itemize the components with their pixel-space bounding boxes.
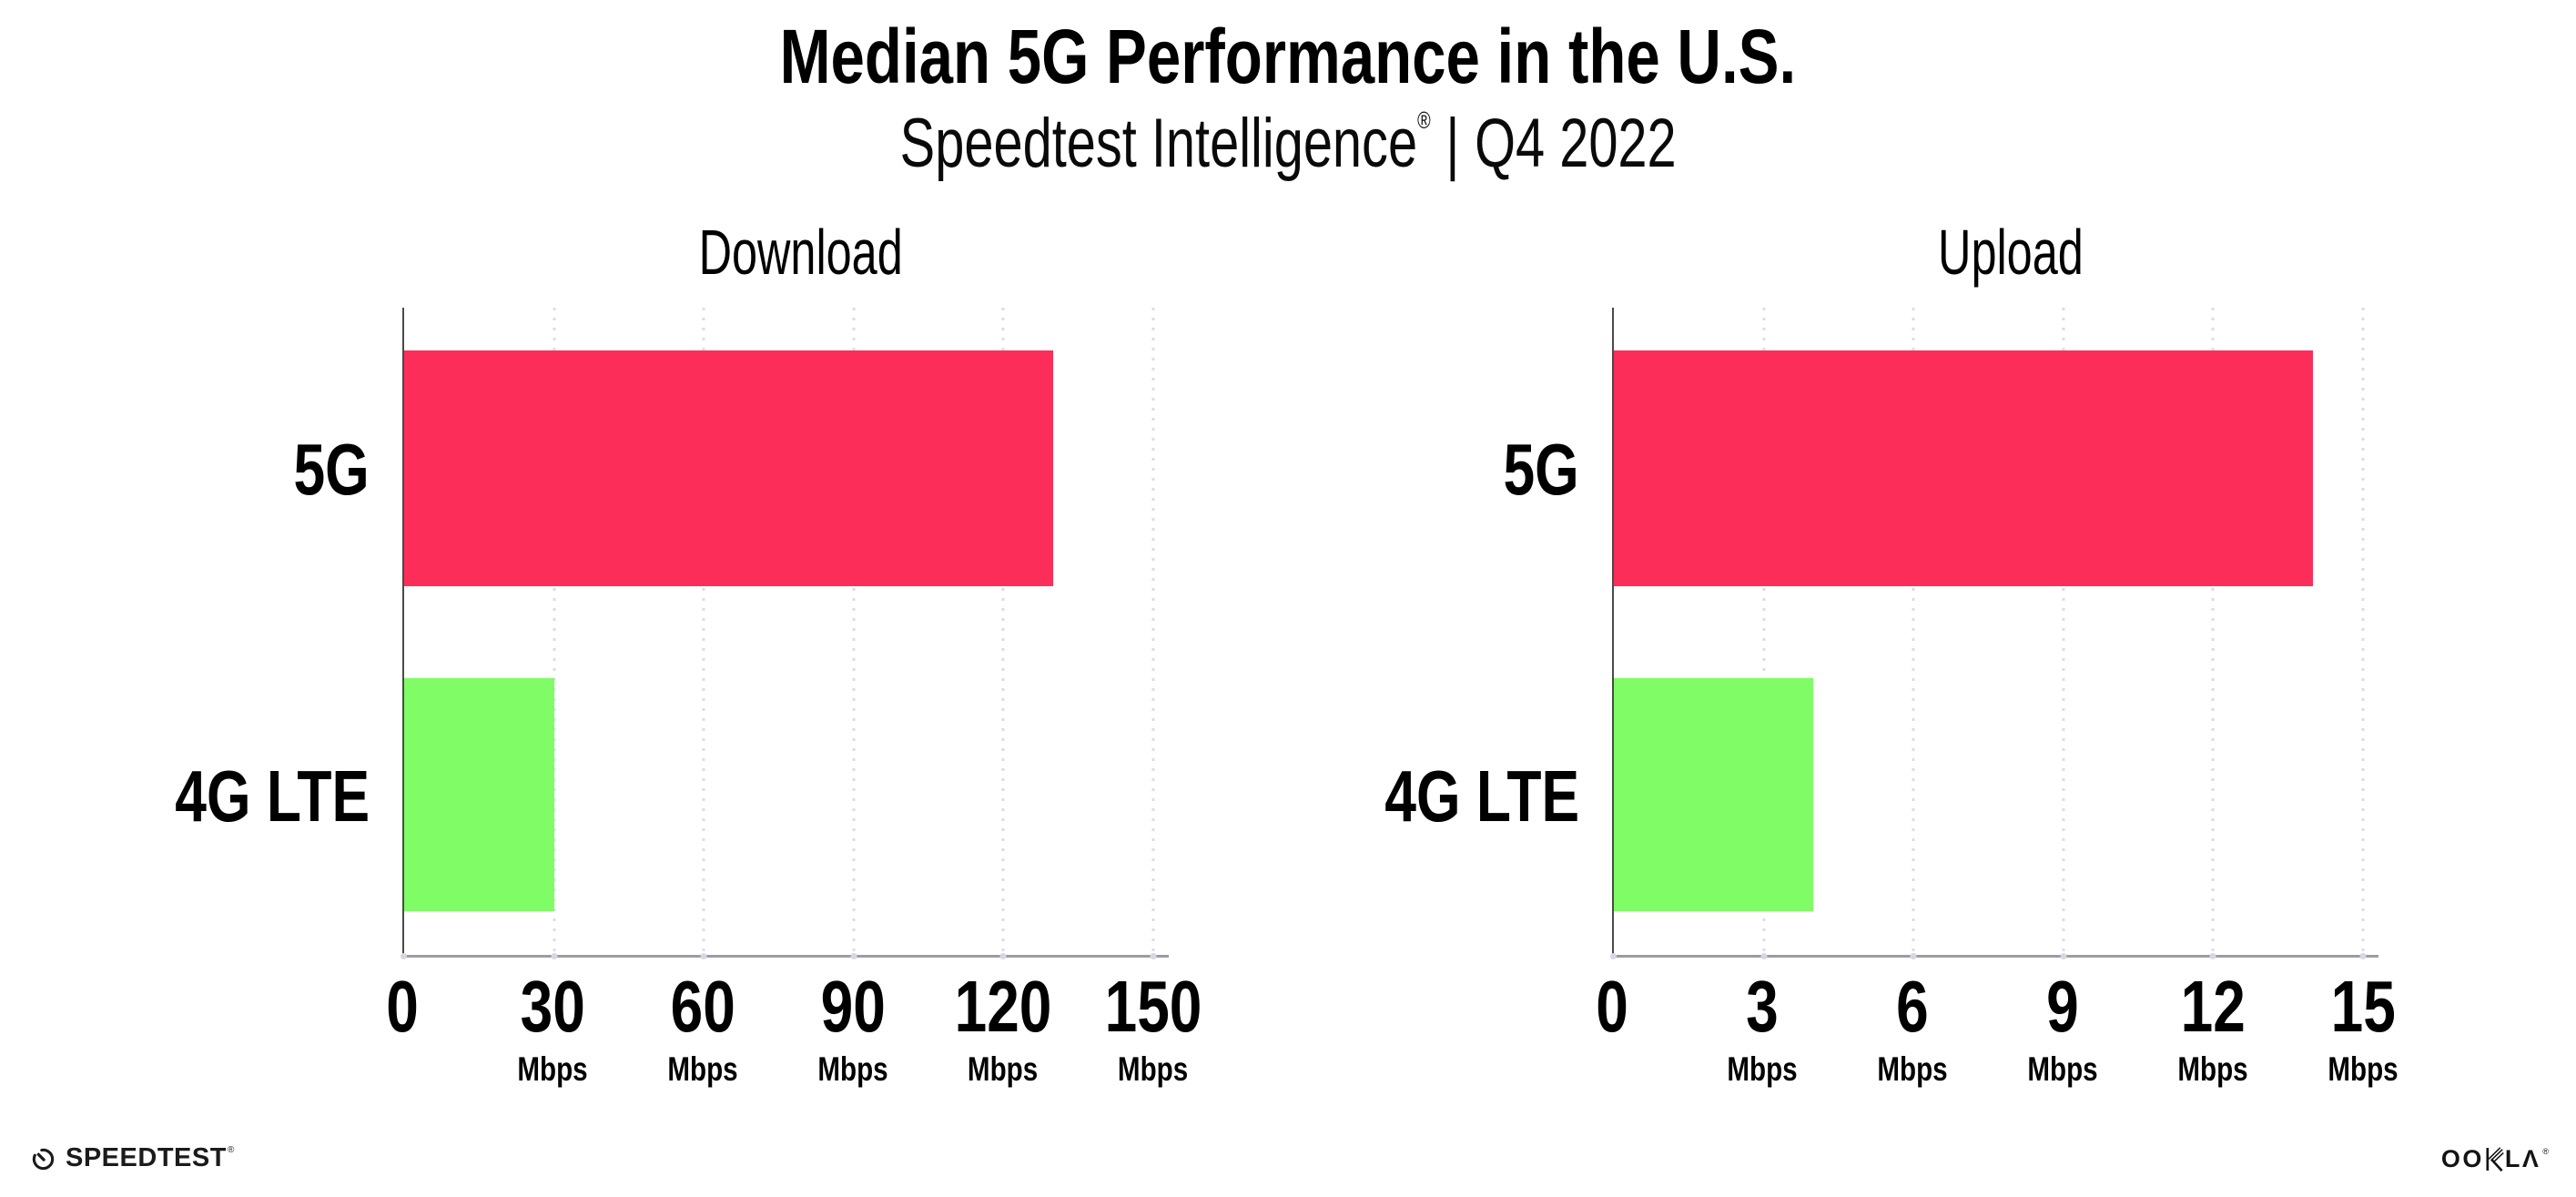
x-tick-label: 150 Mbps xyxy=(1104,966,1202,1088)
x-tick-label: 0 xyxy=(1596,966,1628,1047)
ookla-k-icon xyxy=(2486,1147,2504,1172)
bar-5g xyxy=(1614,350,2314,586)
subtitle-separator: | xyxy=(1445,105,1460,183)
x-tick-label: 60 Mbps xyxy=(667,966,738,1088)
category-label-4g-lte: 4G LTE xyxy=(1384,756,1579,837)
download-plot-area xyxy=(401,308,1169,959)
x-tick-label: 120 Mbps xyxy=(954,966,1052,1088)
chart-title-download: Download xyxy=(698,217,903,288)
bar-5g xyxy=(404,350,1054,586)
ookla-logo: OO LΛ ® xyxy=(2441,1147,2549,1172)
x-tick-label: 15 Mbps xyxy=(2328,966,2399,1088)
category-label-5g: 5G xyxy=(1503,429,1579,510)
x-tick-label: 90 Mbps xyxy=(817,966,888,1088)
registered-trademark-icon: ® xyxy=(1416,106,1431,134)
page-subtitle: Speedtest Intelligence® | Q4 2022 xyxy=(0,104,2576,183)
bar-4g-lte xyxy=(404,678,554,911)
subtitle-brand: Speedtest Intelligence xyxy=(899,105,1417,183)
gridline xyxy=(2359,308,2367,959)
x-tick-label: 9 Mbps xyxy=(2027,966,2098,1088)
gridline xyxy=(551,308,558,959)
speedtest-registered-icon: ® xyxy=(227,1145,235,1155)
ookla-logo-text: OO xyxy=(2440,1145,2484,1172)
upload-chart: Upload 5G 4G LTE 0 3 Mbps 6 Mbps 9 Mbps 12 Mbps 1… xyxy=(1384,220,2398,1086)
speedtest-gauge-icon xyxy=(32,1148,55,1171)
speedtest-logo-text: SPEEDTEST xyxy=(66,1143,227,1172)
x-tick-label: 30 Mbps xyxy=(517,966,588,1088)
gridline xyxy=(1760,308,1768,959)
page-title: Median 5G Performance in the U.S. xyxy=(779,14,1797,99)
gridline xyxy=(850,308,857,959)
x-tick-label: 0 xyxy=(386,966,419,1047)
x-tick-label: 6 Mbps xyxy=(1877,966,1948,1088)
bar-4g-lte xyxy=(1614,678,1814,911)
footer: SPEEDTEST ® OO LΛ ® xyxy=(0,1133,2576,1197)
download-chart: Download 5G 4G LTE 0 30 Mbps 60 Mbps 90 Mbps 12… xyxy=(175,220,1202,1086)
download-x-axis: 0 30 Mbps 60 Mbps 90 Mbps 120 Mbps 150 Mbps xyxy=(386,966,1202,1107)
upload-x-axis: 0 3 Mbps 6 Mbps 9 Mbps 12 Mbps 15 Mbps xyxy=(1596,966,2398,1107)
x-tick-label: 3 Mbps xyxy=(1727,966,1798,1088)
gridline xyxy=(2209,308,2216,959)
gridline xyxy=(2060,308,2067,959)
upload-plot-area xyxy=(1610,308,2378,959)
gridline xyxy=(700,308,707,959)
header: Median 5G Performance in the U.S. Speedt… xyxy=(0,0,2576,184)
chart-title-upload: Upload xyxy=(1937,217,2084,288)
gridline xyxy=(1150,308,1157,959)
ookla-logo-text: LΛ xyxy=(2504,1145,2541,1172)
category-label-4g-lte: 4G LTE xyxy=(175,756,370,837)
gridline xyxy=(999,308,1007,959)
ookla-registered-icon: ® xyxy=(2542,1146,2549,1156)
category-label-5g: 5G xyxy=(293,429,370,510)
speedtest-logo: SPEEDTEST ® xyxy=(31,1145,234,1172)
gridline xyxy=(1910,308,1917,959)
x-tick-label: 12 Mbps xyxy=(2177,966,2248,1088)
subtitle-period: Q4 2022 xyxy=(1474,105,1677,183)
